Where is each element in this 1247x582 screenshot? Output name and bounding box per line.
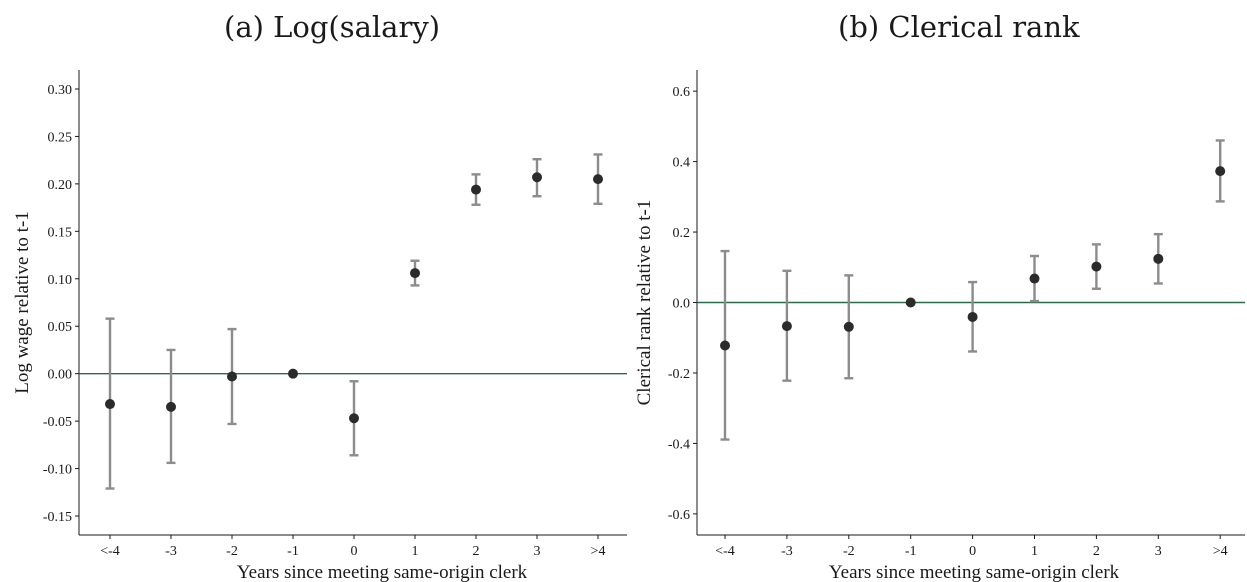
chart-b-y-axis-label: Clerical rank relative to t-1: [634, 200, 655, 406]
chart-a-x-tick-label: 3: [534, 544, 541, 559]
chart-b-point: [720, 340, 730, 351]
chart-a-x-tick-label: -1: [287, 544, 299, 559]
chart-a-point: [349, 413, 359, 424]
chart-b-y-tick-label: 0.4: [673, 156, 691, 171]
chart-b-y-tick-label: -0.4: [668, 437, 690, 452]
chart-b-x-tick-label: >4: [1213, 544, 1228, 559]
chart-a-y-tick-label: 0.15: [48, 225, 73, 240]
chart-a-point: [471, 184, 481, 195]
chart-b-x-tick-label: <-4: [715, 544, 735, 559]
chart-b-point: [781, 321, 792, 332]
chart-a-y-tick-label: 0.05: [48, 320, 73, 335]
chart-b-point: [905, 297, 916, 308]
chart-a-title: (a) Log(salary): [224, 10, 441, 44]
chart-a-x-tick-label: 1: [412, 544, 419, 559]
chart-a-point: [593, 174, 603, 185]
chart-b-point: [967, 311, 978, 322]
chart-a-y-tick-label: 0.25: [48, 130, 73, 145]
chart-a-point: [288, 368, 298, 379]
chart-b-x-tick-label: -2: [843, 544, 855, 559]
chart-a-x-tick-label: 0: [351, 544, 358, 559]
chart-a-y-tick-label: 0.30: [48, 83, 73, 98]
chart-a-y-tick-label: -0.10: [43, 463, 72, 478]
chart-a-point: [227, 371, 237, 382]
chart-b-y-tick-label: -0.6: [668, 508, 690, 523]
chart-b-point: [1153, 253, 1164, 264]
chart-a-y-tick-label: 0.00: [48, 368, 73, 383]
chart-b-x-tick-label: -1: [905, 544, 917, 559]
chart-b-point: [1029, 273, 1040, 284]
chart-b-x-tick-label: 1: [1031, 544, 1038, 559]
chart-a-y-tick-label: -0.15: [43, 510, 72, 525]
chart-a-point: [532, 172, 542, 183]
chart-a-point: [105, 399, 115, 410]
chart-a-x-tick-label: 2: [473, 544, 480, 559]
chart-a-x-tick-label: >4: [591, 544, 606, 559]
chart-a-point: [166, 401, 176, 412]
chart-a-y-axis-label: Log wage relative to t-1: [12, 211, 33, 394]
chart-a-x-tick-label: -3: [165, 544, 177, 559]
chart-a-x-tick-label: <-4: [100, 544, 120, 559]
chart-b-y-tick-label: 0.6: [673, 85, 691, 100]
chart-b-point: [1091, 261, 1102, 272]
chart-b-point: [1215, 166, 1226, 177]
chart-a-x-tick-label: -2: [226, 544, 238, 559]
chart-b-x-tick-label: 2: [1093, 544, 1100, 559]
chart-a-y-tick-label: -0.05: [43, 415, 72, 430]
chart-b-y-tick-label: 0.0: [673, 297, 691, 312]
chart-a-y-tick-label: 0.10: [48, 273, 73, 288]
chart-a: 0.30 0.25 0.20 0.15 0.10 0.05 0.00 -0.05 -0.10 -0…: [12, 70, 627, 582]
chart-b-x-tick-label: 0: [969, 544, 976, 559]
chart-b-x-tick-label: 3: [1155, 544, 1162, 559]
chart-b: 0.6 0.4 0.2 0.0 -0.2 -0.4 -0.6 <-4 -3 -2 -1 0 1 2 3 >4 Y…: [634, 70, 1245, 582]
chart-a-y-tick-label: 0.20: [48, 178, 73, 193]
chart-a-point: [410, 268, 420, 279]
chart-a-x-axis-label: Years since meeting same-origin clerk: [237, 562, 528, 582]
chart-b-y-tick-label: -0.2: [668, 367, 690, 382]
chart-b-point: [843, 321, 854, 332]
chart-b-y-tick-label: 0.2: [673, 226, 691, 241]
chart-b-x-axis-label: Years since meeting same-origin clerk: [829, 562, 1120, 582]
chart-b-title: (b) Clerical rank: [838, 10, 1080, 44]
chart-b-x-tick-label: -3: [781, 544, 793, 559]
